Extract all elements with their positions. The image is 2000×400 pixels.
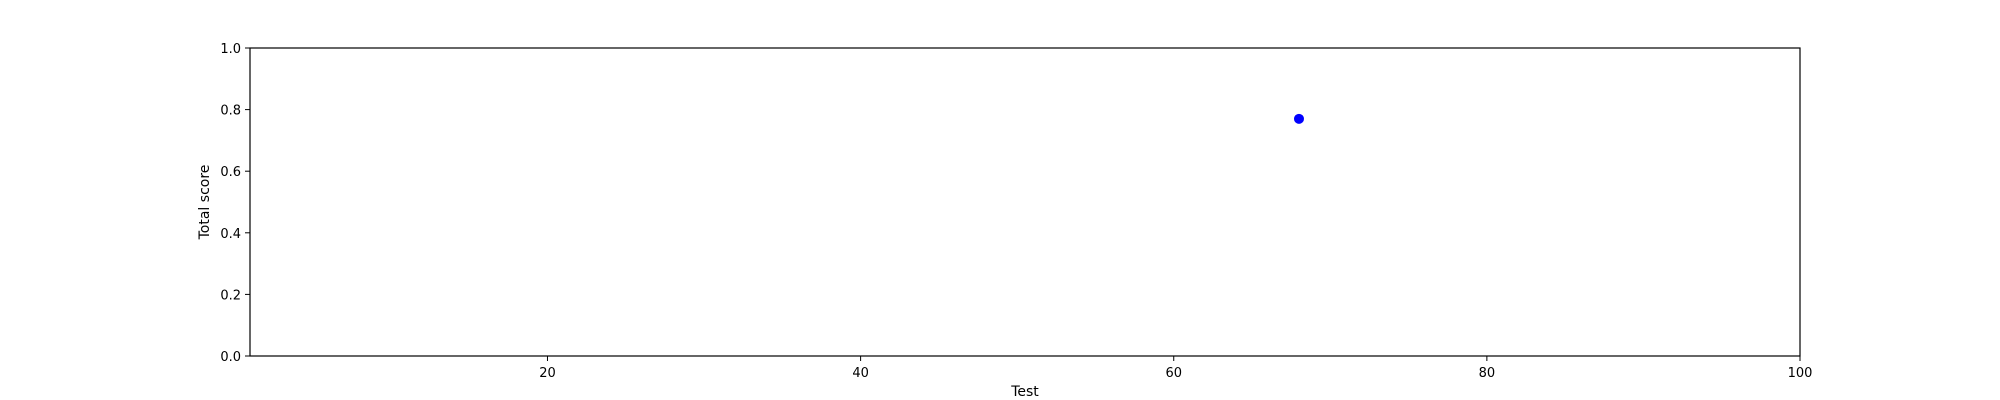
- plot-frame: [249, 47, 1801, 357]
- y-tick-label: 0.6: [220, 165, 241, 180]
- x-tick-label: 60: [1165, 366, 1182, 381]
- data-point: [1293, 113, 1304, 124]
- y-axis-label: Total score: [197, 165, 213, 241]
- y-tick-label: 0.4: [220, 227, 241, 242]
- x-tick-label: 20: [539, 366, 556, 381]
- y-tick-label: 0.8: [220, 104, 241, 119]
- y-axis-ticks: 0.0 0.2 0.4 0.6 0.8 1.0: [220, 42, 250, 365]
- x-axis-ticks: 20 40 60 80 100: [539, 356, 1812, 381]
- x-tick-label: 80: [1479, 366, 1496, 381]
- y-tick-label: 1.0: [220, 42, 241, 57]
- x-axis-label: Test: [1010, 384, 1039, 400]
- plot-background: [250, 48, 1800, 356]
- y-tick-label: 0.0: [220, 350, 241, 365]
- x-tick-label: 100: [1788, 366, 1813, 381]
- x-tick-label: 40: [852, 366, 869, 381]
- data-points: [1293, 113, 1304, 124]
- y-tick-label: 0.2: [220, 288, 241, 303]
